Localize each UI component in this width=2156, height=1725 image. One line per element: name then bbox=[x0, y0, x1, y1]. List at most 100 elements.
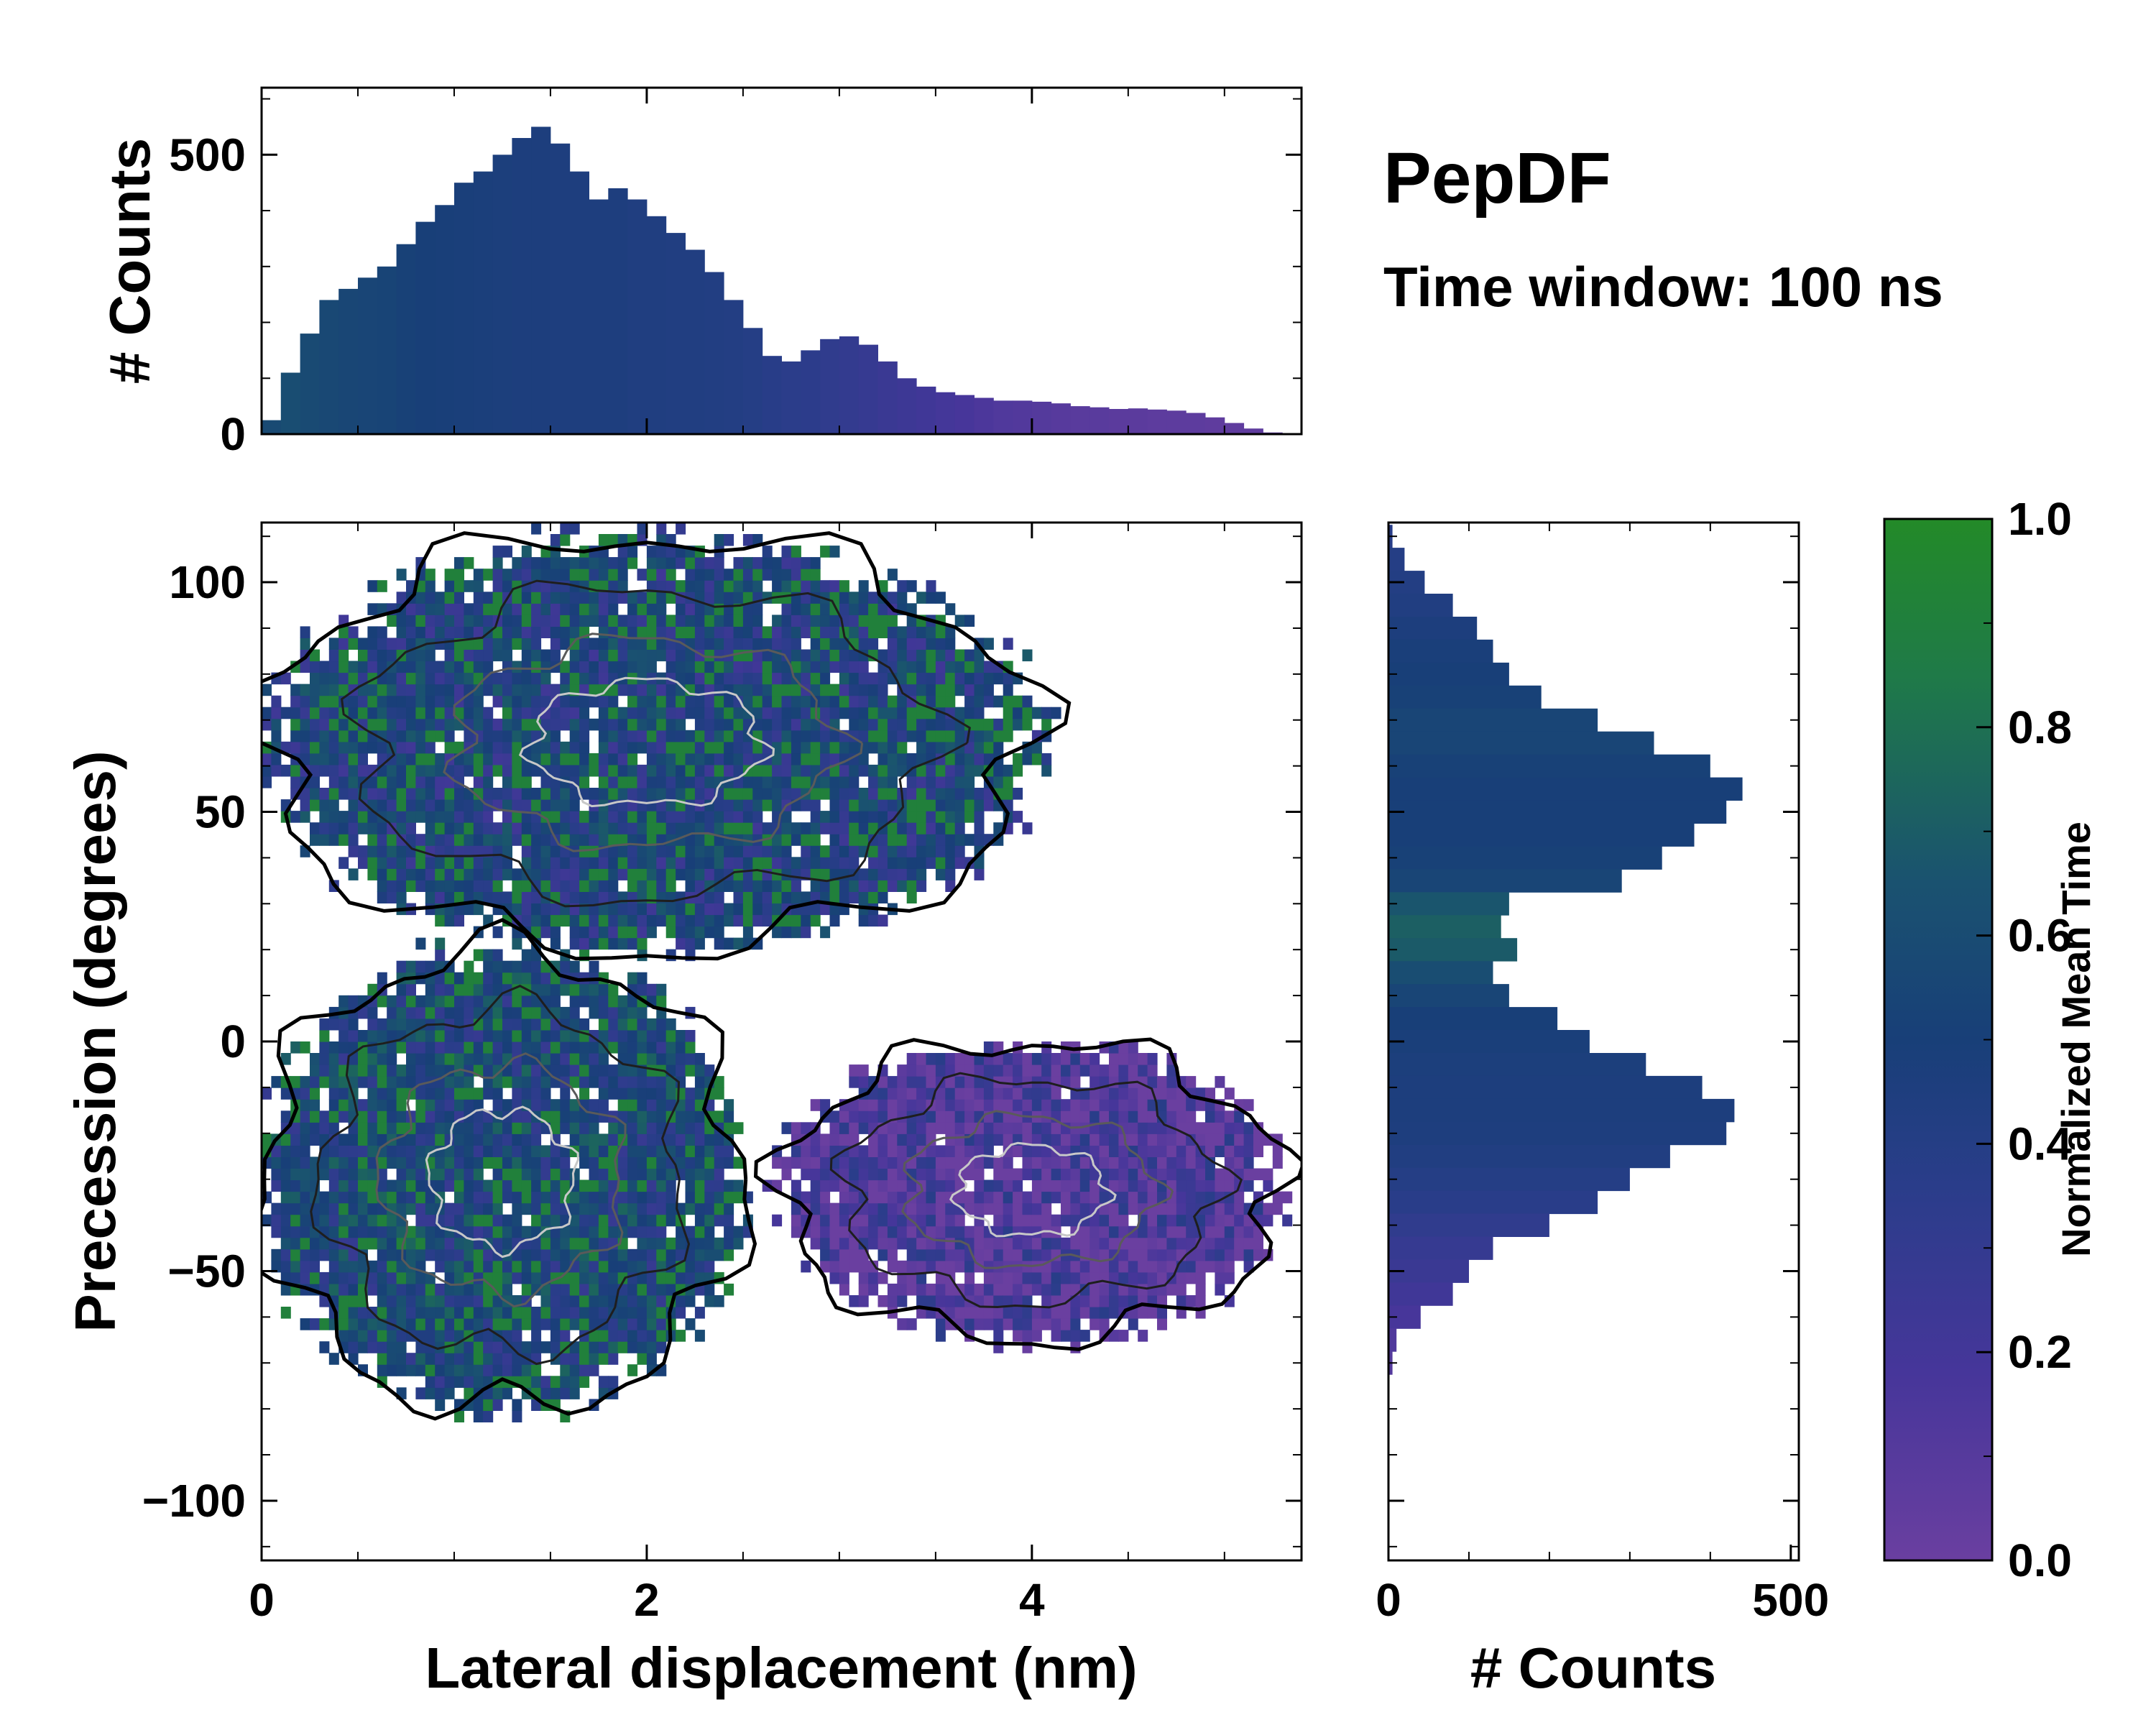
heatmap-cell bbox=[974, 834, 985, 846]
heatmap-cell bbox=[569, 1053, 580, 1065]
heatmap-cell bbox=[637, 857, 648, 869]
heatmap-cell bbox=[483, 592, 494, 604]
heatmap-cell bbox=[1109, 1053, 1119, 1065]
heatmap-cell bbox=[521, 672, 532, 685]
heatmap-cell bbox=[772, 926, 783, 939]
heatmap-cell bbox=[724, 741, 734, 754]
heatmap-cell bbox=[810, 868, 821, 880]
heatmap-cell bbox=[1205, 1225, 1215, 1238]
heatmap-cell bbox=[954, 1110, 965, 1123]
heatmap-cell bbox=[425, 615, 436, 627]
heatmap-cell bbox=[742, 603, 753, 615]
heatmap-cell bbox=[1089, 1133, 1100, 1146]
heatmap-cell bbox=[964, 684, 975, 696]
heatmap-cell bbox=[887, 569, 898, 581]
heatmap-cell bbox=[849, 1260, 860, 1273]
heatmap-cell bbox=[300, 661, 310, 673]
heatmap-cell bbox=[531, 569, 542, 581]
heatmap-cell bbox=[589, 672, 599, 685]
heatmap-cell bbox=[271, 695, 282, 708]
heatmap-cell bbox=[1186, 1295, 1197, 1307]
heatmap-cell bbox=[348, 1214, 359, 1227]
main-heatmap bbox=[262, 523, 1302, 1422]
heatmap-cell bbox=[540, 1295, 551, 1307]
heatmap-cell bbox=[473, 788, 484, 800]
heatmap-cell bbox=[906, 1145, 917, 1157]
heatmap-cell bbox=[1186, 1145, 1197, 1157]
heatmap-cell bbox=[646, 592, 657, 604]
heatmap-cell bbox=[656, 603, 667, 615]
heatmap-cell bbox=[627, 1064, 638, 1077]
heatmap-cell bbox=[906, 580, 917, 592]
heatmap-cell bbox=[348, 1271, 359, 1284]
heatmap-cell bbox=[656, 1145, 667, 1157]
heatmap-cell bbox=[781, 834, 792, 846]
heatmap-cell bbox=[550, 903, 561, 916]
heatmap-cell bbox=[589, 1341, 599, 1353]
heatmap-cell bbox=[415, 1099, 426, 1111]
heatmap-cell bbox=[983, 1225, 994, 1238]
heatmap-cell bbox=[665, 1018, 676, 1031]
heatmap-cell bbox=[444, 1030, 455, 1042]
heatmap-cell bbox=[945, 695, 956, 708]
heatmap-cell bbox=[550, 534, 561, 546]
heatmap-cell bbox=[377, 1110, 387, 1123]
heatmap-cell bbox=[1031, 1064, 1042, 1077]
heatmap-cell bbox=[454, 661, 464, 673]
heatmap-cell bbox=[502, 891, 512, 903]
heatmap-cell bbox=[1147, 1053, 1158, 1065]
heatmap-cell bbox=[906, 638, 917, 650]
heatmap-cell bbox=[444, 580, 455, 592]
heatmap-cell bbox=[589, 1041, 599, 1054]
heatmap-cell bbox=[685, 1064, 696, 1077]
heatmap-cell bbox=[791, 638, 801, 650]
heatmap-cell bbox=[502, 615, 512, 627]
heatmap-cell bbox=[665, 1087, 676, 1100]
heatmap-cell bbox=[801, 730, 811, 742]
heatmap-cell bbox=[425, 811, 436, 823]
heatmap-cell bbox=[1157, 1248, 1167, 1261]
heatmap-cell bbox=[280, 1053, 291, 1065]
heatmap-cell bbox=[665, 799, 676, 811]
heatmap-cell bbox=[1186, 1237, 1197, 1250]
heatmap-cell bbox=[387, 707, 397, 719]
heatmap-cell bbox=[425, 1110, 436, 1123]
heatmap-cell bbox=[560, 764, 571, 777]
heatmap-cell bbox=[579, 649, 590, 662]
heatmap-cell bbox=[271, 1168, 282, 1181]
heatmap-cell bbox=[617, 569, 628, 581]
heatmap-cell bbox=[560, 1064, 571, 1077]
heatmap-cell bbox=[964, 741, 975, 754]
top-hist-bar bbox=[916, 386, 936, 434]
heatmap-cell bbox=[1243, 1179, 1254, 1192]
heatmap-cell bbox=[464, 1076, 474, 1088]
heatmap-cell bbox=[916, 764, 927, 777]
heatmap-cell bbox=[714, 1076, 724, 1088]
heatmap-cell bbox=[435, 1364, 446, 1376]
heatmap-cell bbox=[512, 1202, 522, 1215]
heatmap-cell bbox=[521, 914, 532, 927]
heatmap-cell bbox=[521, 995, 532, 1008]
heatmap-cell bbox=[926, 695, 936, 708]
heatmap-cell bbox=[646, 857, 657, 869]
heatmap-cell bbox=[868, 1283, 879, 1296]
heatmap-cell bbox=[560, 1225, 571, 1238]
heatmap-cell bbox=[531, 891, 542, 903]
heatmap-cell bbox=[598, 580, 609, 592]
heatmap-cell bbox=[694, 1202, 705, 1215]
heatmap-cell bbox=[685, 1122, 696, 1134]
heatmap-cell bbox=[752, 741, 763, 754]
heatmap-cell bbox=[492, 580, 503, 592]
heatmap-cell bbox=[993, 1133, 1004, 1146]
heatmap-cell bbox=[1089, 1295, 1100, 1307]
heatmap-cell bbox=[579, 753, 590, 765]
heatmap-cell bbox=[319, 1156, 330, 1169]
heatmap-cell bbox=[1013, 1053, 1023, 1065]
heatmap-cell bbox=[328, 1168, 339, 1181]
heatmap-cell bbox=[694, 1248, 705, 1261]
heatmap-cell bbox=[637, 937, 648, 950]
heatmap-cell bbox=[694, 1053, 705, 1065]
heatmap-cell bbox=[781, 626, 792, 638]
heatmap-cell bbox=[396, 1041, 407, 1054]
heatmap-cell bbox=[550, 1030, 561, 1042]
